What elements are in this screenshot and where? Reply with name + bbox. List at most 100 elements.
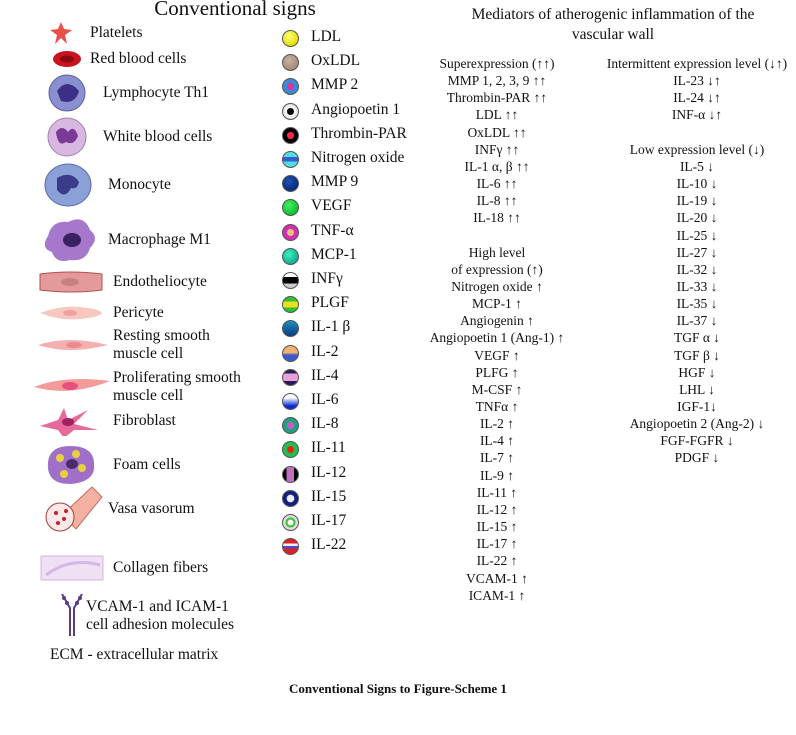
figure-caption: Conventional Signs to Figure-Scheme 1 [289,681,507,696]
mediator-item: Angiopoetin 1 (Ang-1) ↑ [429,330,565,346]
mediator-item: IL-12 ↑ [476,501,518,517]
molecule-label: IL-8 [311,415,339,433]
mediator-item: ICAM-1 ↑ [468,587,526,603]
macrophage-icon [40,216,98,268]
molecule-marker-icon [282,199,299,217]
molecule-marker-icon [282,296,299,314]
mediator-item: LHL ↓ [679,381,715,397]
cell-label: VCAM-1 and ICAM-1 cell adhesion molecules [86,598,235,633]
vasa-vasorum-icon [42,485,104,537]
cell-label: White blood cells [103,128,213,145]
mediator-item: OxLDL ↑↑ [467,124,527,140]
mediator-item: IL-7 ↑ [479,450,515,466]
red-blood-cell-icon [52,50,82,72]
cell-label: Red blood cells [90,50,187,67]
platelet-icon [50,22,72,48]
cell-label: Fibroblast [113,412,176,429]
mediator-item: IL-20 ↓ [676,210,718,226]
mediator-item: TGF β ↓ [674,347,720,363]
molecule-label: IL-2 [311,342,339,360]
cell-label: Endotheliocyte [113,273,207,290]
molecule-marker-icon [282,223,299,241]
cell-label: Monocyte [108,176,171,193]
mediator-item: IL-27 ↓ [676,244,718,260]
molecule-label: TNF-α [311,221,354,239]
monocyte-icon [43,162,93,212]
mediator-item: FGF-FGFR ↓ [660,433,734,449]
mediator-item: MCP-1 ↑ [472,296,522,312]
mediator-item: LDL ↑↑ [475,107,519,123]
mediator-item: IL-17 ↑ [476,536,518,552]
adhesion-molecules-icon [56,593,88,642]
molecule-label: IL-6 [311,391,339,408]
cell-label: Macrophage M1 [108,231,211,248]
cell-label: Foam cells [113,456,181,473]
molecule-marker-icon [282,102,299,120]
mediator-item: IL-25 ↓ [676,227,718,243]
molecule-marker-icon [282,465,299,483]
mediator-item: IL-32 ↓ [676,261,718,277]
mediator-item: IL-10 ↓ [676,176,718,192]
molecule-marker-icon [282,247,299,265]
molecule-label: Thrombin-PAR [311,124,407,142]
molecule-label: LDL [311,28,342,45]
mediator-item: VEGF ↑ [474,347,520,363]
mediator-item: TNFα ↑ [475,399,519,414]
molecule-label: OxLDL [311,52,361,70]
mediator-item: M-CSF ↑ [471,381,523,397]
mediator-item: of expression (↑) [451,261,543,277]
molecule-label: MCP-1 [311,245,357,263]
mediator-item: Low expression level (↓) [629,141,765,157]
molecule-label: IL-12 [311,463,347,481]
mediator-item: HGF ↓ [678,364,716,380]
molecule-label: IL-22 [311,536,347,554]
molecule-label: IL-15 [311,487,347,505]
mediator-item: Superexpression (↑↑) [439,56,555,71]
mediator-item: IL-18 ↑↑ [473,210,521,226]
mediator-item: Nitrogen oxide ↑ [451,278,543,294]
molecule-marker-icon [282,272,299,289]
mediator-item: IL-8 ↑↑ [476,193,518,209]
mediator-item: IL-5 ↓ [679,158,715,174]
molecule-label: VEGF [311,197,352,215]
mediator-item: IL-1 α, β ↑↑ [464,158,530,174]
white-blood-cell-icon [46,116,88,162]
mediator-item: IL-19 ↓ [676,193,718,209]
legend-title: Conventional signs [154,0,316,20]
cell-label: Proliferating smooth muscle cell [113,369,241,404]
resting-smooth-muscle-cell-icon [38,336,108,358]
cell-label: Platelets [90,24,143,41]
mediator-item: IL-4 ↑ [479,433,515,449]
cell-label: Vasa vasorum [108,500,195,517]
molecule-label: INFγ [311,270,343,287]
mediator-item: IL-23 ↓↑ [673,73,721,89]
molecule-label: MMP 9 [311,173,359,191]
molecule-label: PLGF [311,294,349,312]
cell-label: Lymphocyte Th1 [103,84,210,101]
molecule-marker-icon [282,393,299,410]
mediator-item: IL-9 ↑ [479,467,515,483]
cell-label: Pericyte [113,304,164,321]
mediator-item: TGF α ↓ [673,330,721,346]
molecule-label: IL-11 [311,439,346,457]
collagen-fibers-icon [40,555,104,585]
endotheliocyte-icon [38,271,104,297]
molecule-marker-icon [282,514,299,531]
mediator-item: Angiopoetin 2 (Ang-2) ↓ [629,416,765,432]
molecule-marker-icon [282,54,299,72]
molecule-marker-icon [282,344,299,362]
molecule-marker-icon [282,30,299,47]
molecule-marker-icon [282,489,299,507]
mediator-item: VCAM-1 ↑ [466,570,528,586]
cell-label: Resting smooth muscle cell [113,327,210,362]
mediator-item: IL-15 ↑ [476,519,518,535]
cell-label: Collagen fibers [113,559,209,576]
molecule-marker-icon [282,538,299,556]
molecule-marker-icon [282,151,299,168]
mediator-item: IL-24 ↓↑ [673,90,721,106]
mediator-item: PLFG ↑ [475,364,519,380]
molecule-label: IL-4 [311,366,339,384]
lymphocyte-icon [47,73,87,117]
mediator-item: INF-α ↓↑ [671,107,723,123]
mediator-item: High level [468,244,526,260]
